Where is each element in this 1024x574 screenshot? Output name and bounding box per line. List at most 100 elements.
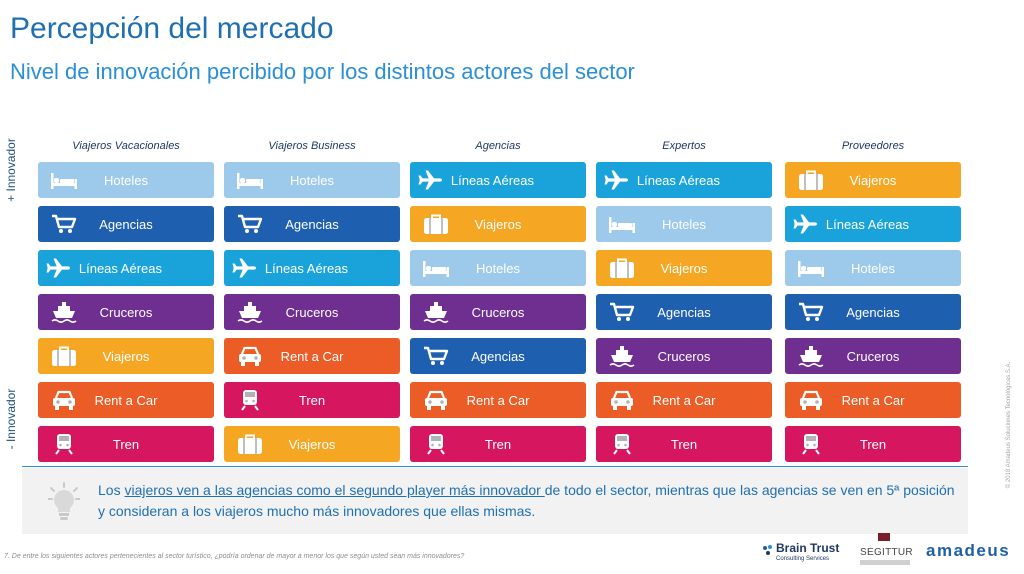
car-icon — [410, 382, 462, 418]
tile-hoteles: Hoteles — [38, 162, 214, 198]
tile-tren: Tren — [596, 426, 772, 462]
tile-label: Líneas Aéreas — [636, 172, 720, 188]
car-icon — [785, 382, 837, 418]
train-icon — [410, 426, 462, 462]
column-header: Expertos — [662, 140, 706, 152]
shopping-cart-icon — [596, 294, 648, 330]
tile-rent-a-car: Rent a Car — [38, 382, 214, 418]
tile-viajeros: Viajeros — [38, 338, 214, 374]
page-title: Percepción del mercado — [10, 12, 334, 45]
column-viajeros-business: Viajeros Business Hoteles Agencias Líneas A… — [224, 136, 400, 462]
car-icon — [38, 382, 90, 418]
tile-cruceros: Cruceros — [224, 294, 400, 330]
train-icon — [785, 426, 837, 462]
bed-icon — [38, 162, 90, 198]
tile-label: Agencias — [471, 348, 525, 364]
tile-agencias: Agencias — [38, 206, 214, 242]
column-header: Viajeros Vacacionales — [72, 140, 180, 152]
cruise-ship-icon — [410, 294, 462, 330]
airplane-icon — [785, 206, 826, 242]
tile-label: Rent a Car — [466, 392, 530, 408]
tile-label: Tren — [859, 436, 887, 452]
suitcase-icon — [596, 250, 648, 286]
airplane-icon — [224, 250, 265, 286]
tile-label: Tren — [670, 436, 698, 452]
tile-label: Tren — [112, 436, 140, 452]
cruise-ship-icon — [38, 294, 90, 330]
tile-label: Viajeros — [474, 216, 522, 232]
tile-label: Viajeros — [849, 172, 897, 188]
tile-label: Hoteles — [475, 260, 521, 276]
tile-viajeros: Viajeros — [224, 426, 400, 462]
insight-prefix: Los — [98, 482, 125, 498]
tile-label: Rent a Car — [94, 392, 158, 408]
suitcase-icon — [785, 162, 837, 198]
shopping-cart-icon — [38, 206, 90, 242]
tile-cruceros: Cruceros — [410, 294, 586, 330]
bed-icon — [410, 250, 462, 286]
airplane-icon — [410, 162, 451, 198]
tile-rent-a-car: Rent a Car — [785, 382, 961, 418]
tile-lineas-aereas: Líneas Aéreas — [224, 250, 400, 286]
tile-rent-a-car: Rent a Car — [410, 382, 586, 418]
column-viajeros-vacacionales: Viajeros Vacacionales Hoteles Agencias Líne… — [38, 136, 214, 462]
tile-label: Hoteles — [850, 260, 896, 276]
column-expertos: Expertos Líneas Aéreas Hoteles Viajeros Agen… — [596, 136, 772, 462]
bed-icon — [224, 162, 276, 198]
tile-label: Viajeros — [288, 436, 336, 452]
tile-lineas-aereas: Líneas Aéreas — [596, 162, 772, 198]
axis-minus-text: - Innovador — [4, 388, 18, 450]
brain-trust-mark-icon — [763, 545, 772, 555]
tile-label: Tren — [484, 436, 512, 452]
tile-label: Hoteles — [661, 216, 707, 232]
tile-label: Tren — [298, 392, 326, 408]
train-icon — [596, 426, 648, 462]
tile-rent-a-car: Rent a Car — [596, 382, 772, 418]
tile-viajeros: Viajeros — [410, 206, 586, 242]
tile-label: Cruceros — [657, 348, 711, 364]
tile-label: Viajeros — [660, 260, 708, 276]
insight-highlight: viajeros ven a las agencias como el segu… — [124, 482, 545, 498]
tile-label: Líneas Aéreas — [450, 172, 534, 188]
segittur-logo: SEGITTUR — [860, 533, 913, 569]
tile-tren: Tren — [785, 426, 961, 462]
car-icon — [224, 338, 276, 374]
tile-label: Agencias — [99, 216, 153, 232]
axis-label-plus: + Innovador — [0, 128, 22, 212]
tile-label: Cruceros — [285, 304, 339, 320]
tile-rent-a-car: Rent a Car — [224, 338, 400, 374]
tile-agencias: Agencias — [224, 206, 400, 242]
airplane-icon — [38, 250, 79, 286]
brain-trust-logo: Brain Trust Consulting Services — [762, 540, 842, 564]
axis-plus-text: + Innovador — [4, 138, 18, 202]
column-proveedores: Proveedores Viajeros Líneas Aéreas Hoteles A… — [785, 136, 961, 462]
tile-hoteles: Hoteles — [596, 206, 772, 242]
tile-cruceros: Cruceros — [596, 338, 772, 374]
column-header: Proveedores — [841, 140, 905, 152]
column-header: Agencias — [475, 140, 521, 152]
bed-icon — [596, 206, 648, 242]
tile-label: Agencias — [285, 216, 339, 232]
tile-label: Cruceros — [471, 304, 525, 320]
tile-hoteles: Hoteles — [410, 250, 586, 286]
divider-line — [22, 466, 968, 467]
cruise-ship-icon — [785, 338, 837, 374]
tile-lineas-aereas: Líneas Aéreas — [785, 206, 961, 242]
cruise-ship-icon — [224, 294, 276, 330]
tile-tren: Tren — [410, 426, 586, 462]
insight-rest: de todo el sector, mientras que las agen… — [98, 482, 955, 519]
amadeus-logo: amadeus — [926, 541, 1011, 560]
tile-viajeros: Viajeros — [596, 250, 772, 286]
airplane-icon — [596, 162, 637, 198]
tile-hoteles: Hoteles — [224, 162, 400, 198]
tile-hoteles: Hoteles — [785, 250, 961, 286]
tile-label: Rent a Car — [841, 392, 905, 408]
tile-agencias: Agencias — [410, 338, 586, 374]
tile-cruceros: Cruceros — [38, 294, 214, 330]
shopping-cart-icon — [224, 206, 276, 242]
tile-agencias: Agencias — [785, 294, 961, 330]
segittur-mark-icon — [878, 533, 890, 541]
tile-label: Líneas Aéreas — [78, 260, 162, 276]
tile-lineas-aereas: Líneas Aéreas — [38, 250, 214, 286]
brain-trust-name: Brain Trust — [776, 541, 840, 555]
